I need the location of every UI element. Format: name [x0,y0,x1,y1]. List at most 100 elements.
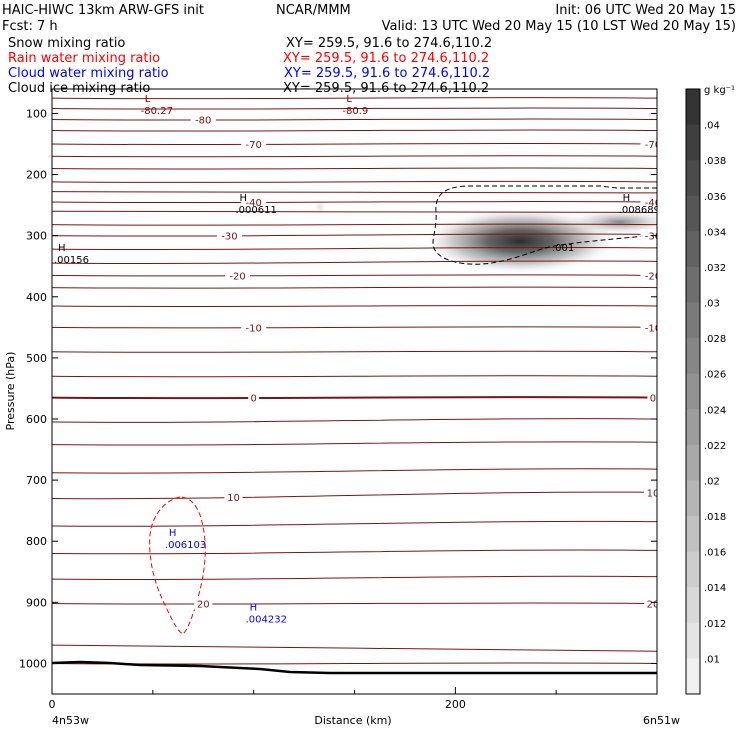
y-tick-label-9: 1000 [19,657,47,670]
temperature-contours [52,97,657,665]
field-1-name: Rain water mixing ratio [8,51,160,66]
contour-label-bg-15 [194,597,213,610]
isotherm-31 [52,97,657,100]
colorbar-label-10: .02 [704,476,720,487]
colorbar-label-2: .036 [704,192,726,203]
colorbar-segment-3 [686,195,700,232]
isotherm-30 [52,107,657,110]
isotherm-5 [52,520,657,527]
x-tick-label-0: 0 [49,698,56,711]
header-forecast: Fcst: 7 h [2,19,58,34]
extremum-mark-6: H [250,603,258,614]
right-endpoint-label: 6n51w [643,714,680,727]
colorbar-label-8: .024 [704,405,726,416]
y-tick-label-8: 900 [26,596,47,609]
contour-label-7: -20 [229,271,245,282]
colorbar-segment-5 [686,266,700,304]
contour-label-3: -40 [245,198,261,209]
y-tick-label-5: 600 [26,413,47,426]
contour-label-13: 10 [227,493,240,504]
y-tick-label-7: 800 [26,535,47,548]
contour-label-14: 10 [647,488,660,499]
isotherm-10 [52,396,657,400]
colorbar-frame [685,88,701,695]
colorbar-segment-8 [686,373,700,410]
colorbar-segment-15 [686,622,700,659]
cloud-ice-small-patch [314,199,326,215]
isotherm-2 [52,602,657,605]
colorbar-label-7: .026 [704,370,726,381]
isotherm-16 [52,274,657,277]
isotherm-7 [52,468,657,474]
contour-label-2: -80 [195,116,211,127]
isotherm-4 [52,549,657,555]
contour-label-bg-7 [225,269,251,282]
isotherm-28 [52,129,657,132]
left-endpoint-label: 4n53w [52,714,89,727]
isotherm-25 [52,167,657,170]
colorbar: g kg⁻¹ .04 .038 .036 .034 .032 .03 .028 .026 .02… [685,85,735,695]
contour-label-10: -10 [645,323,661,334]
y-axis-label: Pressure (hPa) [4,352,17,431]
contour-label-bg-16 [643,597,657,610]
contour-label-bg-13 [224,491,243,504]
y-tick-label-0: 100 [26,107,47,120]
contour-label-bg-12 [647,391,657,404]
colorbar-segment-10 [686,444,700,481]
y-tick-label-4: 500 [26,352,47,365]
colorbar-unit: g kg⁻¹ [704,85,735,96]
extremum-mark-1: L [346,94,352,105]
contour-labels: -70 -70 -80 -40 -40 -30 -30 -20 -20 -10 -10 0 0 10 10 2… [190,113,661,611]
contour-label-bg-4 [640,196,657,209]
isotherm-17 [52,260,657,265]
isotherm-20 [52,223,657,226]
contour-label-bg-2 [190,113,216,126]
extremum-value-1: -80.9 [342,106,368,117]
isotherm-13 [52,326,657,329]
isotherm-21 [52,210,657,213]
extremum-mark-5: H [169,528,177,539]
header-valid: Valid: 13 UTC Wed 20 May 15 (10 LST Wed … [382,19,736,34]
isotherm-24 [52,180,657,183]
field-0-xy: XY= 259.5, 91.6 to 274.6,110.2 [286,36,492,51]
contour-label-bg-11 [248,391,260,404]
contour-label-11: 0 [250,394,256,405]
contour-label-1: -70 [645,140,661,151]
colorbar-label-12: .016 [704,548,726,559]
colorbar-segment-16 [686,658,700,695]
field-2-name: Cloud water mixing ratio [8,66,169,81]
colorbar-segment-14 [686,587,700,624]
colorbar-segment-7 [686,338,700,375]
contour-label-8: -20 [645,271,661,282]
isotherm-15 [52,286,657,289]
field-0-name: Snow mixing ratio [8,36,125,51]
contour-label-9: -10 [245,323,261,334]
cloud-ice-core [425,209,615,273]
cloud-ice-tail [568,210,657,234]
colorbar-label-9: .022 [704,441,726,452]
cloud-ice-shading [314,199,657,273]
colorbar-segment-0 [686,89,700,126]
contour-label-bg-6 [640,229,657,242]
y-tick-label-2: 300 [26,230,47,243]
isotherm-27 [52,142,657,146]
colorbar-segment-9 [686,409,700,446]
y-tick-label-6: 700 [26,474,47,487]
header-init: Init: 06 UTC Wed 20 May 15 [555,3,736,18]
colorbar-segment-13 [686,551,700,588]
contour-label-5: -30 [221,232,237,243]
contour-label-bg-8 [640,269,657,282]
y-tick-label-3: 400 [26,291,47,304]
plot-area: -70 -70 -80 -40 -40 -30 -30 -20 -20 -10 -10 0 0 10 10 2… [52,94,661,675]
colorbar-segment-1 [686,124,700,161]
rain-contour [149,496,206,635]
isotherm-8 [52,441,657,446]
colorbar-segment-2 [686,160,700,197]
field-legend: Snow mixing ratio XY= 259.5, 91.6 to 274… [8,36,492,96]
isotherm-18 [52,246,657,251]
contour-label-12: 0 [650,394,656,405]
contour-label-bg-3 [241,196,267,209]
isotherm-3 [52,575,657,580]
contour-label-bg-5 [216,229,242,242]
